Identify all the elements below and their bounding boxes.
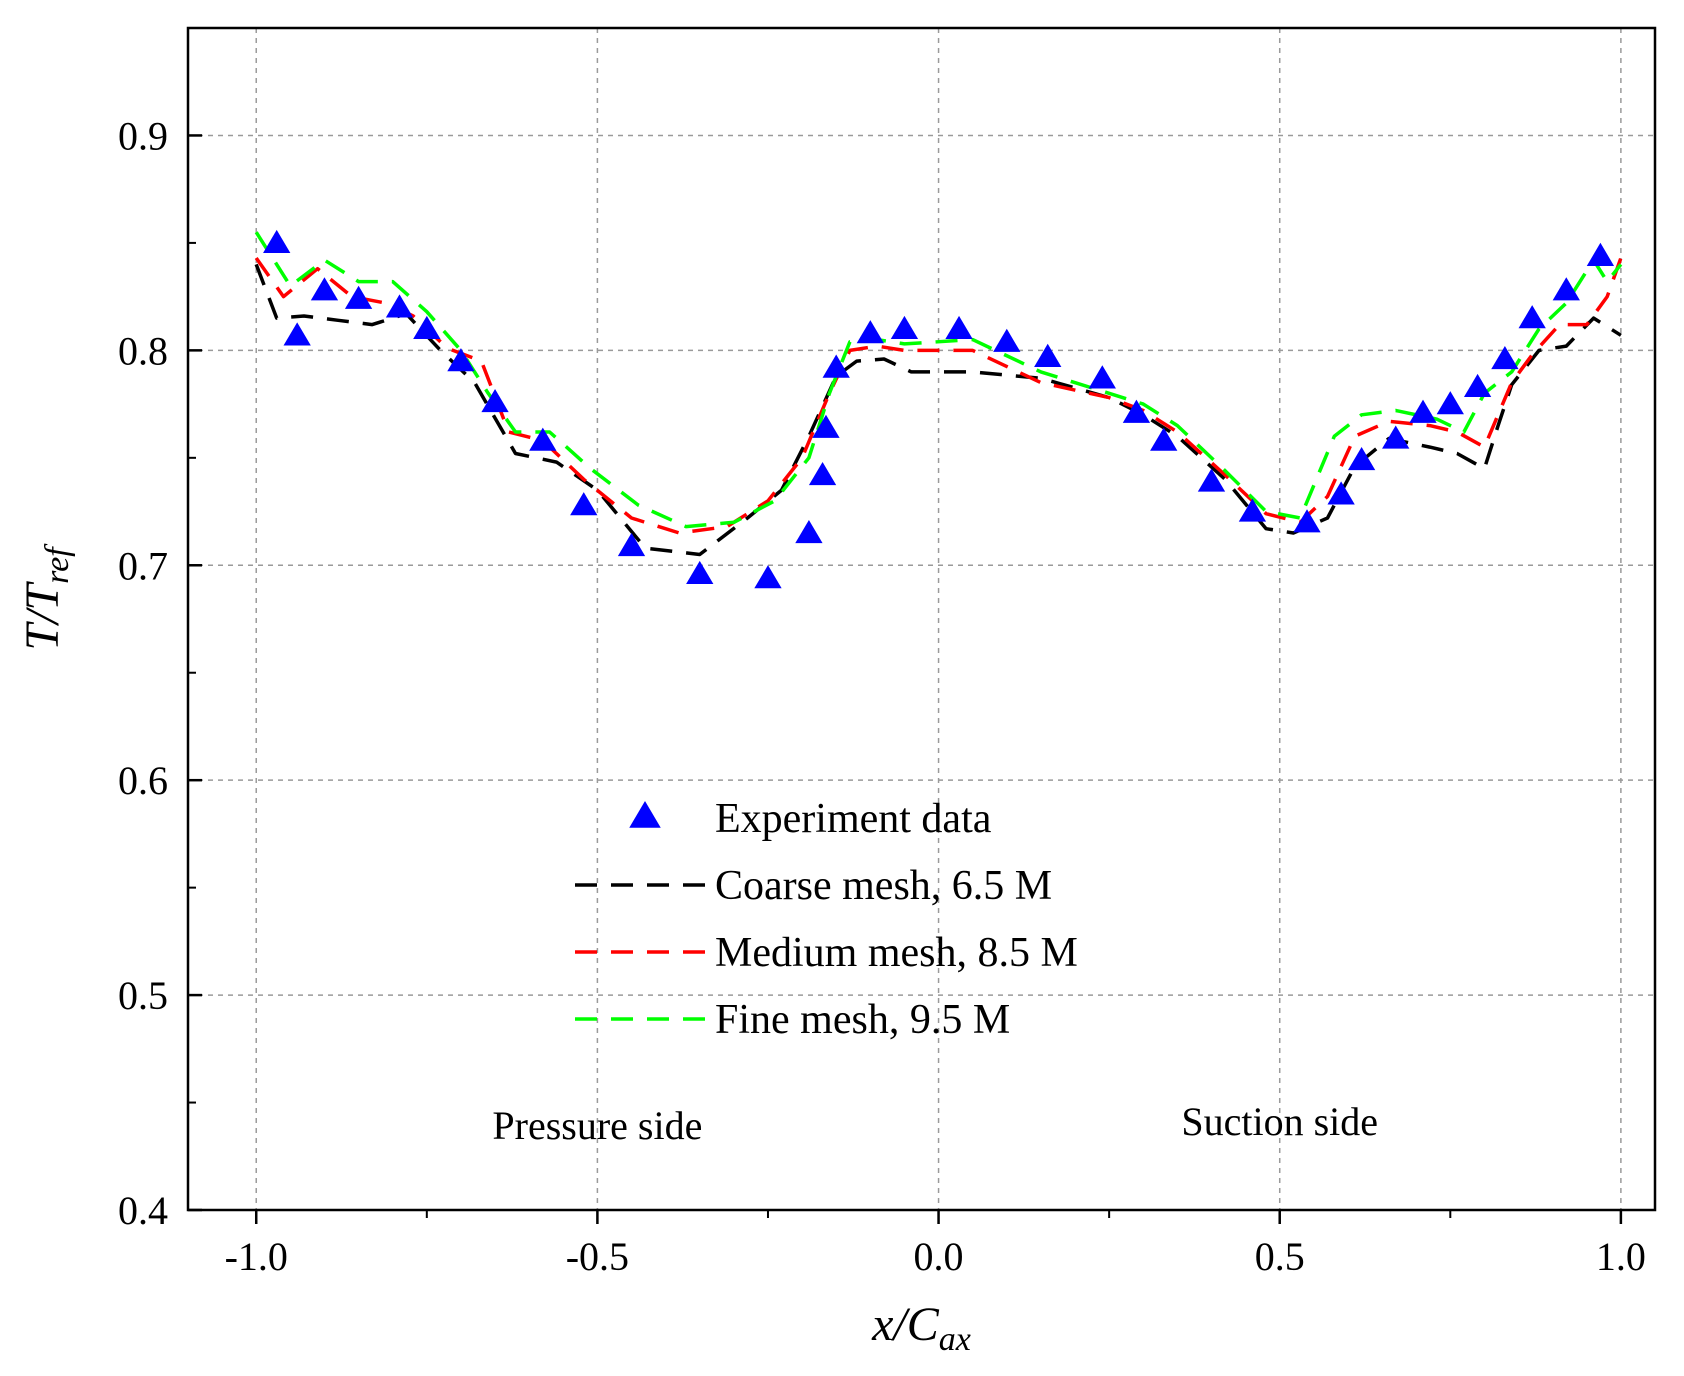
experiment-data-point [1088,365,1116,389]
experiment-data-point [822,354,850,378]
experiment-data-point [283,322,311,346]
x-tick-label: 1.0 [1596,1234,1646,1279]
legend-item-experiment-data: Experiment data [629,796,992,842]
plot-area-frame [186,26,1657,1212]
legend: Experiment data Coarse mesh, 6.5 M Medium … [575,796,1078,1043]
experiment-data-point [890,315,919,340]
legend-label: Fine mesh, 9.5 M [715,997,1010,1043]
experiment-data-point [1197,468,1226,492]
experiment-data-point [570,492,598,516]
legend-item-medium-mesh-8-5-m: Medium mesh, 8.5 M [575,930,1078,976]
experiment-data-point [1436,391,1464,415]
experiment-data-point [1382,425,1410,449]
experiment-data-point [1463,373,1492,398]
experiment-data-point [1327,481,1355,505]
y-axis-title: T/Tref [16,543,76,651]
x-tick-label: 0.5 [1255,1234,1305,1279]
experiment-data-point [808,462,837,486]
experiment-data-point [263,229,291,254]
y-tick-label: 0.9 [118,113,168,158]
experiment-data-point [1122,399,1151,423]
series-layer [254,229,1623,589]
x-tick-label: 0.0 [914,1234,964,1279]
experiment-data-point [1586,242,1615,266]
x-axis-title-main: x/C [871,1298,940,1351]
experiment-data-point [447,348,475,372]
experiment-data-point [686,560,714,585]
experiment-data-point [1409,399,1437,423]
experiment-data-point [1238,498,1267,522]
legend-label: Experiment data [715,796,992,842]
experiment-data-point [993,328,1021,352]
y-tick-label: 0.6 [118,758,168,803]
annotation-suction-side: Suction side [1181,1099,1378,1144]
y-tick-label: 0.4 [118,1188,168,1233]
experiment-data-point [617,532,646,557]
experiment-data-point [310,277,339,301]
grid [188,28,1655,1210]
x-tick-label: -1.0 [225,1234,288,1279]
experiment-data-point [413,315,441,340]
experiment-data-point [945,315,973,340]
experiment-data-point [856,320,884,344]
annotations: Pressure side Suction side [492,1099,1378,1148]
experiment-data-point [1491,345,1519,370]
axis-ticks: -1.0 -0.5 0.0 0.5 1.0 0.4 0.5 0.6 0.7 0.8 0.9 [118,113,1646,1279]
x-tick-label: -0.5 [566,1234,629,1279]
x-axis-title-sub: ax [939,1321,971,1358]
y-tick-label: 0.5 [118,973,168,1018]
series-line-fine-mesh-9-5-m [254,231,1623,529]
legend-marker-triangle [629,801,661,828]
x-axis-title: x/Cax [871,1298,971,1358]
experiment-data-point [1552,277,1580,301]
experiment-data-point [529,427,557,451]
experiment-data-point [1293,509,1321,533]
experiment-data-point [344,285,373,309]
experiment-data-point [1034,343,1062,367]
experiment-data-point [1518,305,1546,329]
experiment-data-point [1150,427,1178,451]
y-tick-label: 0.7 [118,543,168,588]
legend-item-fine-mesh-9-5-m: Fine mesh, 9.5 M [575,997,1010,1043]
experiment-data-point [754,565,782,589]
experiment-data-point [481,388,509,413]
experiment-data-point [385,294,414,318]
experiment-data-point [1347,446,1376,471]
y-axis-title-main: T/T [16,581,69,651]
y-tick-label: 0.8 [118,328,168,373]
experiment-data-point [812,414,840,438]
y-axis-title-sub: ref [39,543,76,584]
legend-label: Coarse mesh, 6.5 M [715,863,1052,909]
experiment-data-point [795,520,823,544]
annotation-pressure-side: Pressure side [492,1103,702,1148]
legend-item-coarse-mesh-6-5-m: Coarse mesh, 6.5 M [575,863,1052,909]
legend-label: Medium mesh, 8.5 M [715,930,1078,976]
